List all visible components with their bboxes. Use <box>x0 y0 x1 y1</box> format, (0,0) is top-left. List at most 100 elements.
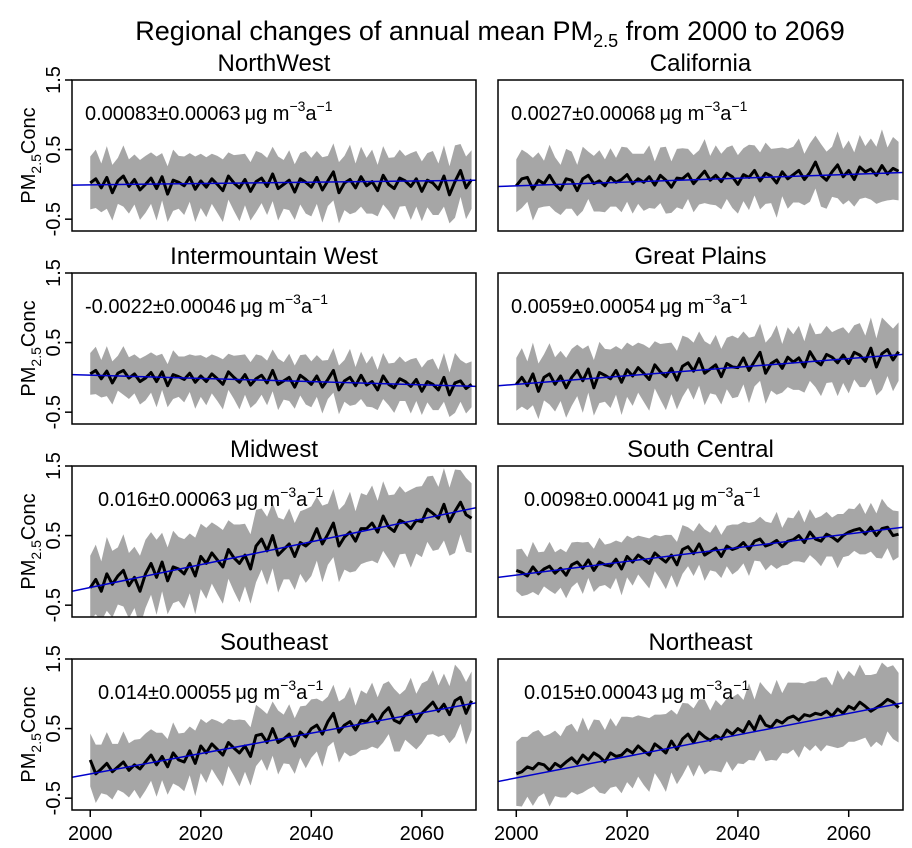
trend-line <box>72 507 476 592</box>
trend-annotation: 0.0027±0.00068 μg m−3a−1 <box>511 98 748 125</box>
y-label-sub: 2.5 <box>28 347 44 367</box>
unit: a <box>301 296 313 318</box>
plot-area <box>72 664 476 804</box>
panel: Northeast 0.015±0.00043 μg m−3a−1 2000 2020 2… <box>494 629 904 845</box>
unit-exp: −3 <box>280 484 296 500</box>
x-tick-label: 2060 <box>400 823 445 845</box>
y-tick-label: 1.5 <box>43 259 65 287</box>
uncertainty-band <box>516 317 899 420</box>
unit: a <box>296 682 308 704</box>
y-label-sub: 2.5 <box>28 540 44 560</box>
plot-frame <box>497 272 904 425</box>
mean-line <box>515 697 900 776</box>
trend-annotation: -0.0022±0.00046 μg m−3a−1 <box>85 291 328 318</box>
unit-exp: −1 <box>307 484 323 500</box>
trend-value: 0.0027±0.00068 <box>511 103 655 125</box>
y-tick-label: 0.5 <box>43 329 65 357</box>
plot-area <box>72 143 476 224</box>
y-label-main: PM <box>18 367 40 397</box>
uncertainty-band <box>516 662 899 807</box>
y-tick-label: 0.5 <box>43 522 65 550</box>
y-tick-label: -0.5 <box>43 395 65 429</box>
trend-value: 0.00083±0.00063 <box>85 103 241 125</box>
plot-frame <box>497 465 904 618</box>
unit-exp: −3 <box>704 98 720 114</box>
plot-frame <box>71 272 477 425</box>
unit-exp: −1 <box>317 98 333 114</box>
plot-area <box>72 468 476 617</box>
plot-area <box>498 129 903 221</box>
trend-annotation: 0.0098±0.00041 μg m−3a−1 <box>524 484 761 511</box>
x-tick-label: 2000 <box>68 823 113 845</box>
trend-line <box>72 702 476 779</box>
unit-exp: −1 <box>731 98 747 114</box>
plot-frame <box>71 658 477 811</box>
y-tick-label: -0.5 <box>43 588 65 622</box>
y-label-sub: 2.5 <box>28 733 44 753</box>
y-tick-label: 1.5 <box>43 645 65 673</box>
unit: a <box>296 489 308 511</box>
panel-title: South Central <box>627 436 774 463</box>
y-axis-label: PM2.5Conc <box>18 493 44 589</box>
unit-exp: −3 <box>285 291 301 307</box>
trend-line <box>72 179 476 186</box>
title-sub: 2.5 <box>593 31 618 51</box>
trend-line <box>498 526 903 579</box>
plot-area <box>498 662 903 807</box>
trend-annotation: 0.00083±0.00063 μg m−3a−1 <box>85 98 333 125</box>
x-tick-label: 2040 <box>716 823 761 845</box>
y-axis-label: PM2.5Conc <box>18 300 44 396</box>
trend-annotation: 0.0059±0.00054 μg m−3a−1 <box>511 291 748 318</box>
unit: a <box>733 489 745 511</box>
panel-title: Southeast <box>220 629 328 656</box>
trend-value: 0.014±0.00055 <box>98 682 231 704</box>
panel-title: Intermountain West <box>170 243 378 270</box>
panel-title: Midwest <box>230 436 318 463</box>
unit: μg m <box>235 682 280 704</box>
y-tick-label: -0.5 <box>43 781 65 815</box>
uncertainty-band <box>90 143 472 224</box>
unit: a <box>720 103 732 125</box>
unit-exp: −3 <box>289 98 305 114</box>
unit: a <box>722 682 734 704</box>
y-label-main: PM <box>18 560 40 590</box>
unit-exp: −1 <box>312 291 328 307</box>
y-tick-label: 1.5 <box>43 452 65 480</box>
unit-exp: −1 <box>307 677 323 693</box>
unit-exp: −3 <box>706 677 722 693</box>
title-main: Regional changes of annual mean PM <box>135 16 593 46</box>
plot-frame <box>71 79 477 232</box>
plot-area <box>72 346 476 418</box>
trend-line <box>498 702 903 783</box>
x-tick-label: 2000 <box>494 823 539 845</box>
y-label-rest: Conc <box>18 493 40 540</box>
panel: Midwest 0.016±0.00063 μg m−3a−1 -0.5 0.5 1.5 P… <box>18 436 477 622</box>
mean-line <box>88 695 473 776</box>
trend-line <box>498 353 903 387</box>
unit: μg m <box>245 103 290 125</box>
plot-area <box>498 498 903 599</box>
figure-title: Regional changes of annual mean PM2.5 fr… <box>135 16 845 51</box>
unit-exp: −1 <box>731 291 747 307</box>
x-tick-label: 2060 <box>826 823 871 845</box>
unit: μg m <box>672 489 717 511</box>
unit-exp: −3 <box>717 484 733 500</box>
mean-line <box>515 525 899 578</box>
unit: μg m <box>240 296 285 318</box>
trend-annotation: 0.015±0.00043 μg m−3a−1 <box>524 677 749 704</box>
trend-value: -0.0022±0.00046 <box>85 296 236 318</box>
panel-title: Great Plains <box>634 243 766 270</box>
panel-title: NorthWest <box>218 50 331 77</box>
unit-exp: −3 <box>280 677 296 693</box>
title-rest: from 2000 to 2069 <box>618 16 845 46</box>
y-label-rest: Conc <box>18 107 40 154</box>
plot-frame <box>497 658 904 811</box>
x-tick-label: 2040 <box>289 823 334 845</box>
trend-line <box>72 373 476 388</box>
trend-value: 0.0059±0.00054 <box>511 296 655 318</box>
y-axis-label: PM2.5Conc <box>18 686 44 782</box>
y-tick-label: 1.5 <box>43 66 65 94</box>
y-label-rest: Conc <box>18 300 40 347</box>
x-tick-label: 2020 <box>179 823 224 845</box>
